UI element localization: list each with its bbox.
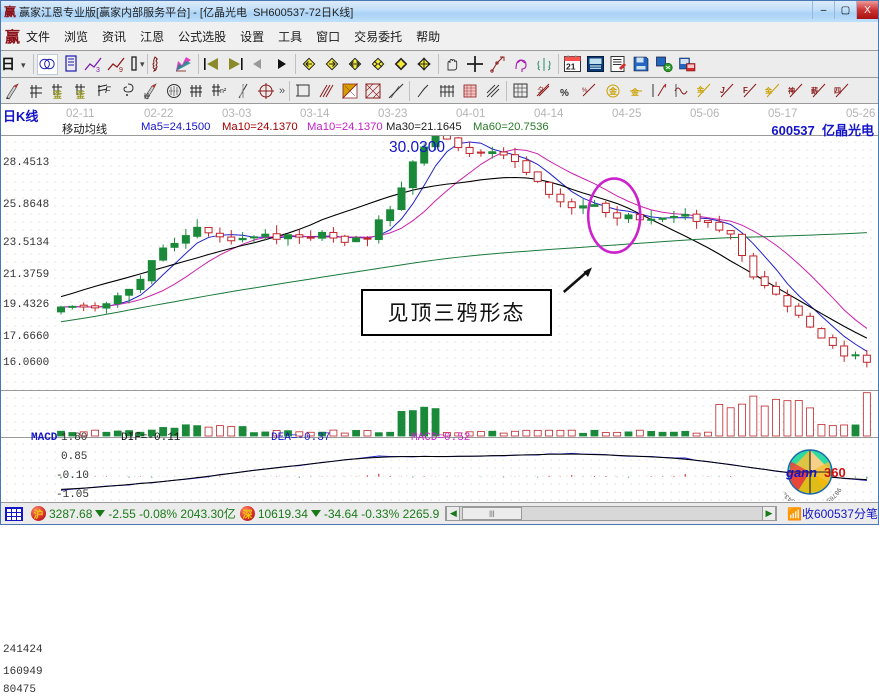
- svg-text:金: 金: [630, 87, 640, 97]
- svg-text:金: 金: [765, 86, 773, 95]
- svg-text:釜: 釜: [75, 89, 86, 100]
- svg-text:%: %: [582, 88, 588, 94]
- svg-text:360: 360: [824, 465, 846, 480]
- svg-text:金: 金: [696, 85, 705, 94]
- svg-text:釜: 釜: [52, 89, 63, 100]
- svg-text:薪: 薪: [811, 86, 818, 95]
- svg-text:夕: 夕: [537, 85, 544, 94]
- svg-text:J: J: [720, 86, 725, 95]
- svg-text:日: 日: [1, 56, 15, 72]
- svg-text:21: 21: [566, 62, 576, 72]
- svg-text:30.0300: 30.0300: [389, 139, 445, 156]
- svg-text:金: 金: [608, 86, 618, 96]
- svg-text:四: 四: [834, 87, 841, 95]
- svg-text:%: %: [560, 88, 569, 99]
- svg-text:F: F: [105, 85, 111, 95]
- svg-text:▾: ▾: [21, 60, 26, 70]
- svg-text:F: F: [743, 86, 748, 95]
- svg-text:9: 9: [119, 67, 123, 73]
- svg-text:gann: gann: [785, 465, 817, 480]
- svg-text:3: 3: [96, 67, 100, 73]
- svg-text:n²: n²: [220, 88, 227, 95]
- svg-text:神: 神: [788, 86, 795, 95]
